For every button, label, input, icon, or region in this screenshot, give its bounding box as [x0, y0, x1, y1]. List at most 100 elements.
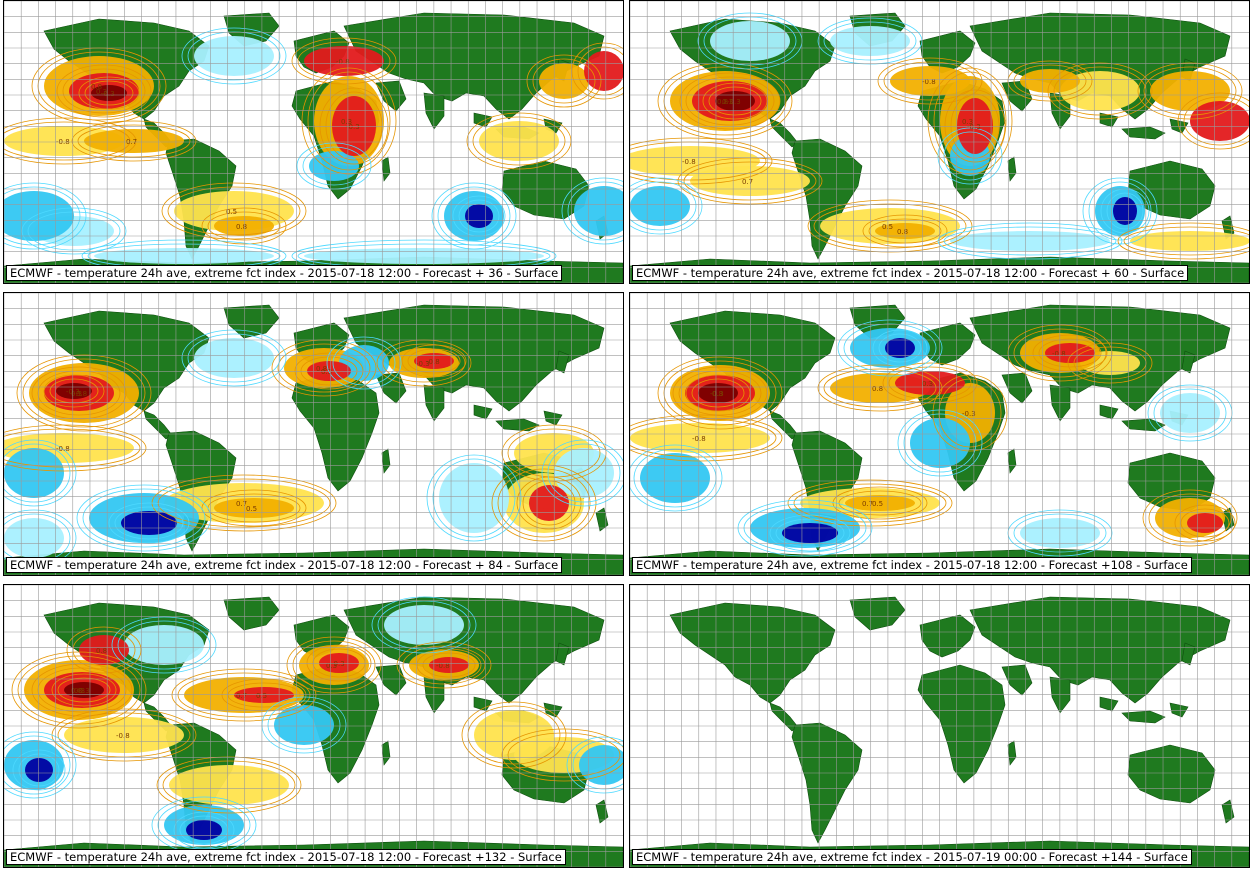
contour-line — [1106, 192, 1144, 230]
contour-line — [156, 756, 302, 814]
contour-line — [657, 356, 783, 430]
contour-line — [292, 640, 376, 690]
landmass — [375, 664, 407, 696]
cold-anomaly — [384, 605, 464, 645]
contour-line — [927, 67, 1013, 175]
map-caption: ECMWF - temperature 24h ave, extreme fct… — [632, 849, 1192, 865]
contour-line — [883, 61, 977, 101]
contour-line — [300, 356, 358, 386]
contour-line — [77, 124, 191, 158]
cold-anomaly — [579, 745, 623, 785]
landmass — [1169, 702, 1189, 718]
contour-line — [630, 414, 783, 462]
contour-label: -0.8 — [56, 445, 70, 453]
contour-line — [179, 815, 229, 845]
contour-line — [561, 177, 623, 245]
contour-line — [1123, 226, 1249, 256]
contour-line — [950, 93, 1000, 159]
warm-anomaly — [529, 485, 569, 521]
landmass — [595, 507, 609, 532]
contour-line — [1153, 388, 1227, 438]
landmass — [1001, 372, 1033, 404]
contour-label: 0.7 — [236, 692, 247, 700]
landmass — [1001, 664, 1033, 696]
contour-line — [84, 80, 134, 106]
contour-label: 0.3 — [71, 390, 82, 398]
contour-line — [466, 112, 572, 170]
landmass — [473, 404, 493, 420]
contour-line — [903, 413, 977, 473]
contour-label: 0.8 — [76, 390, 87, 398]
map-panel-forecast-144[interactable]: ECMWF - temperature 24h ave, extreme fct… — [629, 584, 1250, 868]
contour-line — [663, 66, 787, 136]
contour-line — [12, 749, 66, 791]
cold-anomaly — [339, 345, 389, 381]
cold-anomaly — [910, 418, 970, 468]
contour-line — [78, 76, 140, 110]
contour-line — [371, 596, 477, 654]
cold-anomaly — [4, 518, 64, 558]
landmass — [223, 596, 280, 631]
contour-line — [49, 378, 99, 404]
map-panel-forecast-84[interactable]: 0.8 0.3 -0.3 -0.8 0.7 0.5 0.8 0.3 -0.3 -0.8 ECMWF… — [3, 292, 624, 576]
contour-label: -0.3 — [416, 360, 430, 368]
contour-line — [566, 736, 623, 794]
contour-line — [4, 443, 71, 503]
contour-label: -0.8 — [1052, 350, 1066, 358]
landmass — [1099, 696, 1119, 712]
contour-line — [187, 31, 281, 81]
map-panel-forecast-132[interactable]: 0.8 0.3 -0.3 -0.8 0.7 0.5 0.8 0.3 -0.3 -0.8 ECMWF… — [3, 584, 624, 868]
map-panel-forecast-108[interactable]: 0.8 0.3 -0.3 -0.8 0.7 0.5 0.8 0.3 -0.3 -0.8 ECMWF… — [629, 292, 1250, 576]
contour-line — [22, 358, 146, 428]
landmass — [849, 596, 906, 631]
cold-anomaly — [194, 36, 274, 76]
contour-line — [943, 131, 997, 181]
contour-line — [4, 182, 87, 250]
contour-line — [4, 117, 137, 165]
warm-anomaly — [539, 63, 589, 99]
warm-anomaly — [957, 98, 993, 154]
contour-line — [177, 672, 311, 718]
cold-anomaly — [121, 511, 177, 535]
contour-line — [76, 484, 212, 552]
contour-line — [307, 71, 391, 171]
contour-line — [31, 366, 127, 420]
contour-line — [43, 374, 105, 408]
contour-line — [157, 478, 331, 528]
warm-anomaly — [895, 371, 965, 395]
contour-line — [708, 86, 762, 116]
contour-line — [691, 378, 745, 408]
contour-line — [685, 76, 775, 126]
landmass — [1007, 740, 1017, 766]
landmass — [555, 642, 570, 666]
contour-label: 0.8 — [316, 365, 327, 373]
contour-line — [4, 731, 77, 799]
contour-line — [1082, 177, 1158, 245]
contour-line — [426, 454, 522, 542]
cold-anomaly — [4, 191, 74, 241]
contour-line — [630, 137, 773, 185]
contour-line — [108, 502, 190, 544]
contour-line — [402, 645, 486, 685]
cold-anomaly — [4, 448, 64, 498]
contour-line — [1177, 92, 1249, 150]
contour-label: 0.3 — [712, 390, 723, 398]
contour-line — [888, 366, 972, 400]
contour-label: 0.3 — [321, 368, 332, 376]
contour-line — [832, 486, 928, 520]
landmass — [381, 448, 391, 474]
world-map: 0.80.3-0.3-0.80.70.50.80.3-0.3-0.8 — [4, 293, 623, 575]
contour-line — [181, 329, 287, 387]
warm-anomaly — [319, 653, 359, 673]
cold-anomaly — [465, 204, 493, 228]
contour-line — [458, 199, 500, 233]
warm-anomaly — [890, 66, 970, 96]
contour-line — [1183, 96, 1249, 146]
contour-line — [431, 182, 517, 250]
map-panel-forecast-36[interactable]: 0.8 0.3 -0.3 -0.8 0.7 0.5 0.8 0.3 -0.3 -0.8 ECMWF… — [3, 0, 624, 284]
landmass — [555, 350, 570, 374]
cold-anomaly — [710, 21, 790, 61]
map-panel-forecast-60[interactable]: 0.8 0.3 -0.3 -0.8 0.7 0.5 0.8 0.3 -0.3 -0.8 ECMWF… — [629, 0, 1250, 284]
contour-line — [51, 673, 117, 707]
